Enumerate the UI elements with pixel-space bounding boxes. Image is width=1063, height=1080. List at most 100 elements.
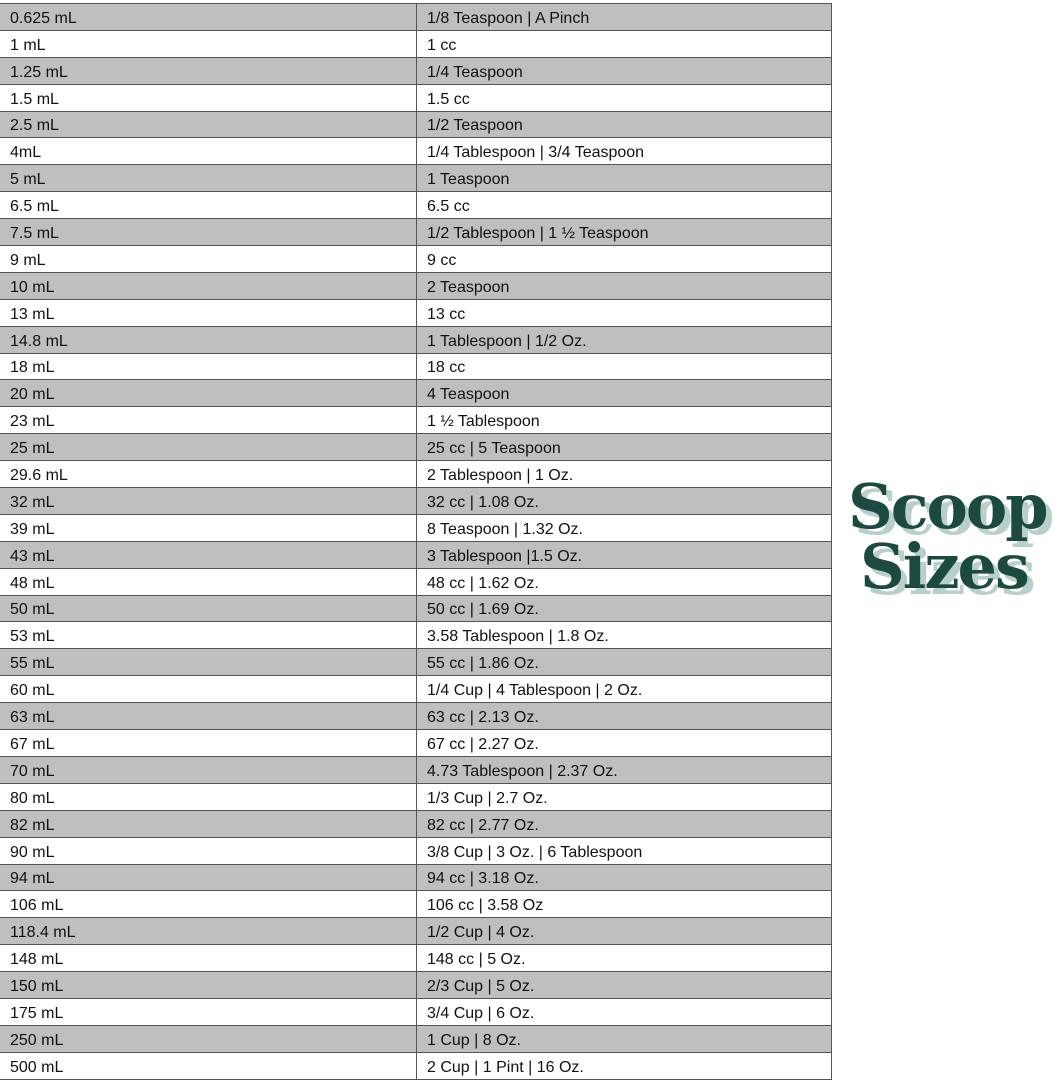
table-row: 106 mL 106 cc | 3.58 Oz <box>0 890 832 919</box>
table-row: 53 mL 3.58 Tablespoon | 1.8 Oz. <box>0 621 832 650</box>
table-row: 1.25 mL 1/4 Teaspoon <box>0 56 832 85</box>
equivalent-cell: 67 cc | 2.27 Oz. <box>416 729 832 757</box>
equivalent-cell: 3/4 Cup | 6 Oz. <box>416 997 832 1026</box>
equivalent-cell: 48 cc | 1.62 Oz. <box>416 567 832 596</box>
table-row: 118.4 mL 1/2 Cup | 4 Oz. <box>0 917 832 946</box>
equivalent-cell: 55 cc | 1.86 Oz. <box>416 648 832 677</box>
table-row: 500 mL 2 Cup | 1 Pint | 16 Oz. <box>0 1051 832 1080</box>
equivalent-cell: 1/2 Tablespoon | 1 ½ Teaspoon <box>416 218 832 247</box>
equivalent-cell: 94 cc | 3.18 Oz. <box>416 863 832 892</box>
table-row: 7.5 mL 1/2 Tablespoon | 1 ½ Teaspoon <box>0 218 832 247</box>
volume-ml-cell: 1.25 mL <box>0 56 417 85</box>
table-row: 9 mL 9 cc <box>0 245 832 273</box>
volume-ml-cell: 250 mL <box>0 1024 417 1053</box>
equivalent-cell: 1/3 Cup | 2.7 Oz. <box>416 782 832 811</box>
equivalent-cell: 4 Teaspoon <box>416 379 832 408</box>
equivalent-cell: 3.58 Tablespoon | 1.8 Oz. <box>416 621 832 650</box>
scoop-size-table: 0.625 mL 1/8 Teaspoon | A Pinch 1 mL 1 cc 1.… <box>0 3 832 1080</box>
table-row: 0.625 mL 1/8 Teaspoon | A Pinch <box>0 3 832 31</box>
volume-ml-cell: 90 mL <box>0 836 417 865</box>
volume-ml-cell: 18 mL <box>0 352 417 381</box>
volume-ml-cell: 39 mL <box>0 513 417 542</box>
logo-line1: Scoop <box>848 470 1049 543</box>
volume-ml-cell: 0.625 mL <box>0 3 417 31</box>
equivalent-cell: 3 Tablespoon |1.5 Oz. <box>416 540 832 569</box>
table-row: 6.5 mL 6.5 cc <box>0 191 832 220</box>
volume-ml-cell: 25 mL <box>0 433 417 462</box>
volume-ml-cell: 55 mL <box>0 648 417 677</box>
table-row: 1 mL 1 cc <box>0 29 832 58</box>
equivalent-cell: 63 cc | 2.13 Oz. <box>416 702 832 731</box>
volume-ml-cell: 1.5 mL <box>0 83 417 112</box>
equivalent-cell: 1/4 Cup | 4 Tablespoon | 2 Oz. <box>416 675 832 704</box>
volume-ml-cell: 29.6 mL <box>0 460 417 489</box>
equivalent-cell: 82 cc | 2.77 Oz. <box>416 809 832 838</box>
equivalent-cell: 50 cc | 1.69 Oz. <box>416 594 832 623</box>
table-row: 4mL 1/4 Tablespoon | 3/4 Teaspoon <box>0 137 832 166</box>
table-row: 39 mL 8 Teaspoon | 1.32 Oz. <box>0 513 832 542</box>
volume-ml-cell: 148 mL <box>0 944 417 973</box>
scoop-sizes-logo: Scoop Sizes <box>846 476 1063 606</box>
table-row: 80 mL 1/3 Cup | 2.7 Oz. <box>0 782 832 811</box>
volume-ml-cell: 7.5 mL <box>0 218 417 247</box>
equivalent-cell: 1 Cup | 8 Oz. <box>416 1024 832 1053</box>
equivalent-cell: 1/4 Teaspoon <box>416 56 832 85</box>
equivalent-cell: 148 cc | 5 Oz. <box>416 944 832 973</box>
equivalent-cell: 2/3 Cup | 5 Oz. <box>416 971 832 999</box>
equivalent-cell: 3/8 Cup | 3 Oz. | 6 Tablespoon <box>416 836 832 865</box>
volume-ml-cell: 60 mL <box>0 675 417 704</box>
table-row: 250 mL 1 Cup | 8 Oz. <box>0 1024 832 1053</box>
volume-ml-cell: 13 mL <box>0 298 417 327</box>
volume-ml-cell: 50 mL <box>0 594 417 623</box>
table-row: 150 mL 2/3 Cup | 5 Oz. <box>0 971 832 999</box>
equivalent-cell: 18 cc <box>416 352 832 381</box>
equivalent-cell: 1 ½ Tablespoon <box>416 406 832 435</box>
table-row: 175 mL 3/4 Cup | 6 Oz. <box>0 997 832 1026</box>
volume-ml-cell: 2.5 mL <box>0 110 417 139</box>
volume-ml-cell: 14.8 mL <box>0 325 417 354</box>
volume-ml-cell: 20 mL <box>0 379 417 408</box>
table-row: 2.5 mL 1/2 Teaspoon <box>0 110 832 139</box>
equivalent-cell: 8 Teaspoon | 1.32 Oz. <box>416 513 832 542</box>
volume-ml-cell: 106 mL <box>0 890 417 919</box>
volume-ml-cell: 175 mL <box>0 997 417 1026</box>
equivalent-cell: 13 cc <box>416 298 832 327</box>
equivalent-cell: 2 Cup | 1 Pint | 16 Oz. <box>416 1051 832 1080</box>
equivalent-cell: 1 Teaspoon <box>416 164 832 193</box>
equivalent-cell: 1.5 cc <box>416 83 832 112</box>
volume-ml-cell: 94 mL <box>0 863 417 892</box>
table-row: 67 mL 67 cc | 2.27 Oz. <box>0 729 832 757</box>
table-row: 18 mL 18 cc <box>0 352 832 381</box>
table-row: 48 mL 48 cc | 1.62 Oz. <box>0 567 832 596</box>
table-row: 148 mL 148 cc | 5 Oz. <box>0 944 832 973</box>
volume-ml-cell: 43 mL <box>0 540 417 569</box>
table-row: 5 mL 1 Teaspoon <box>0 164 832 193</box>
equivalent-cell: 25 cc | 5 Teaspoon <box>416 433 832 462</box>
volume-ml-cell: 118.4 mL <box>0 917 417 946</box>
table-row: 82 mL 82 cc | 2.77 Oz. <box>0 809 832 838</box>
volume-ml-cell: 48 mL <box>0 567 417 596</box>
table-row: 60 mL 1/4 Cup | 4 Tablespoon | 2 Oz. <box>0 675 832 704</box>
volume-ml-cell: 5 mL <box>0 164 417 193</box>
equivalent-cell: 6.5 cc <box>416 191 832 220</box>
equivalent-cell: 9 cc <box>416 245 832 273</box>
volume-ml-cell: 53 mL <box>0 621 417 650</box>
table-row: 14.8 mL 1 Tablespoon | 1/2 Oz. <box>0 325 832 354</box>
table-row: 29.6 mL 2 Tablespoon | 1 Oz. <box>0 460 832 489</box>
table-row: 23 mL 1 ½ Tablespoon <box>0 406 832 435</box>
table-row: 1.5 mL 1.5 cc <box>0 83 832 112</box>
volume-ml-cell: 70 mL <box>0 755 417 784</box>
volume-ml-cell: 150 mL <box>0 971 417 999</box>
volume-ml-cell: 63 mL <box>0 702 417 731</box>
volume-ml-cell: 10 mL <box>0 271 417 300</box>
equivalent-cell: 1/2 Cup | 4 Oz. <box>416 917 832 946</box>
equivalent-cell: 2 Teaspoon <box>416 271 832 300</box>
volume-ml-cell: 500 mL <box>0 1051 417 1080</box>
equivalent-cell: 4.73 Tablespoon | 2.37 Oz. <box>416 755 832 784</box>
table-row: 32 mL 32 cc | 1.08 Oz. <box>0 487 832 515</box>
table-row: 43 mL 3 Tablespoon |1.5 Oz. <box>0 540 832 569</box>
equivalent-cell: 1 cc <box>416 29 832 58</box>
table-row: 25 mL 25 cc | 5 Teaspoon <box>0 433 832 462</box>
table-row: 63 mL 63 cc | 2.13 Oz. <box>0 702 832 731</box>
volume-ml-cell: 9 mL <box>0 245 417 273</box>
